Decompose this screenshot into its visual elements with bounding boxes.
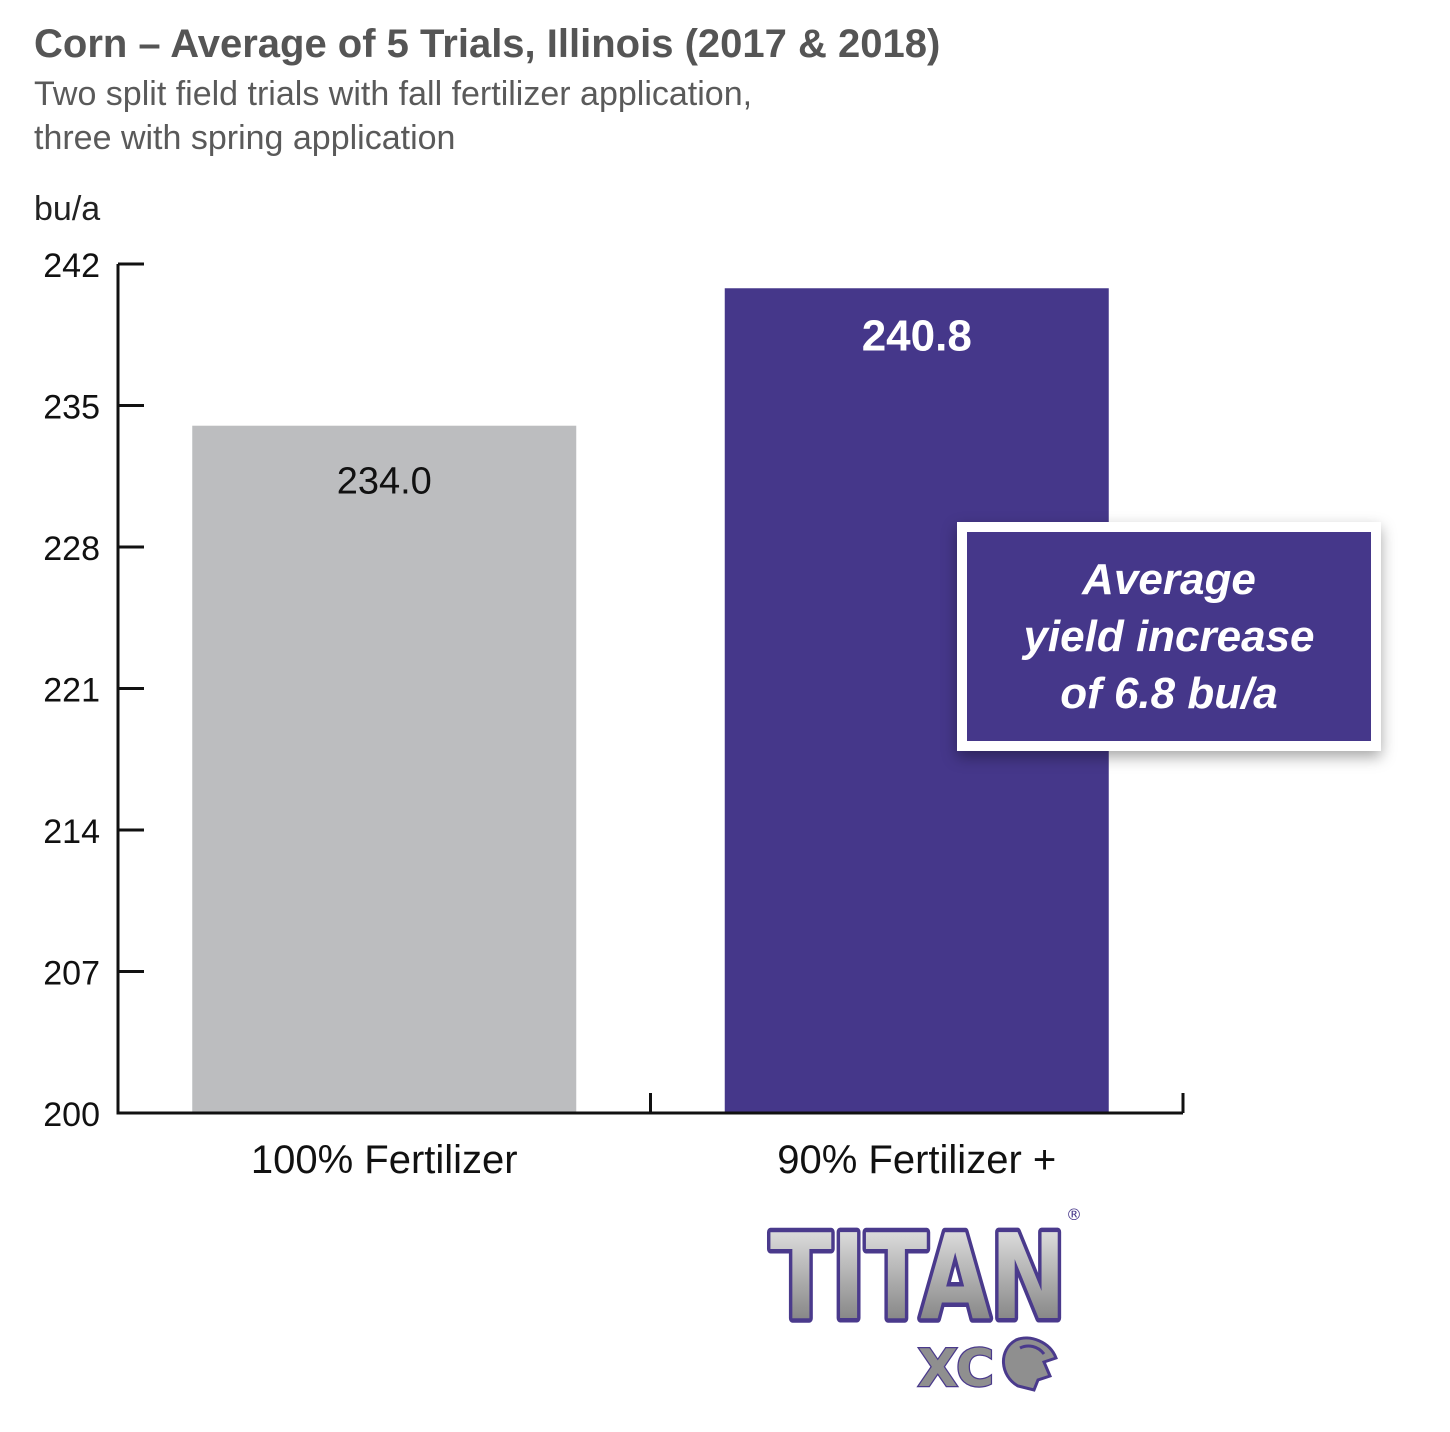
y-tick-label-2: 214 [43, 813, 100, 851]
yield-increase-callout: Average yield increase of 6.8 bu/a [957, 522, 1381, 751]
y-tick-label-5: 235 [43, 389, 100, 427]
callout-text: Average yield increase of 6.8 bu/a [967, 532, 1371, 741]
logo-subtext: XC [918, 1339, 994, 1398]
titan-xc-logo: TITAN ® XC [766, 1204, 1083, 1399]
chart-title: Corn – Average of 5 Trials, Illinois (20… [34, 22, 941, 66]
x-tick-label-1: 90% Fertilizer + [777, 1138, 1056, 1182]
callout-line-1: Average [1082, 555, 1256, 604]
bar-0 [192, 425, 577, 1113]
registered-mark: ® [1066, 1205, 1082, 1224]
y-tick-label-6: 242 [43, 247, 100, 285]
callout-line-3: of 6.8 bu/a [1060, 669, 1278, 718]
bar-value-label-1: 240.8 [862, 311, 972, 360]
subtitle-line-2: three with spring application [34, 119, 456, 157]
y-tick-label-3: 221 [43, 672, 100, 710]
x-tick-label-0: 100% Fertilizer [251, 1138, 518, 1182]
bar-value-label-0: 234.0 [337, 461, 432, 503]
y-tick-label-4: 228 [43, 530, 100, 568]
callout-line-2: yield increase [1023, 612, 1315, 661]
y-axis-unit-label: bu/a [34, 190, 101, 228]
logo-wordmark: TITAN [770, 1208, 1066, 1346]
y-tick-label-0: 200 [43, 1096, 100, 1134]
chart-subtitle: Two split field trials with fall fertili… [34, 72, 752, 160]
subtitle-line-1: Two split field trials with fall fertili… [34, 75, 753, 113]
y-tick-label-1: 207 [43, 955, 100, 993]
spartan-helmet-icon [1002, 1336, 1058, 1392]
